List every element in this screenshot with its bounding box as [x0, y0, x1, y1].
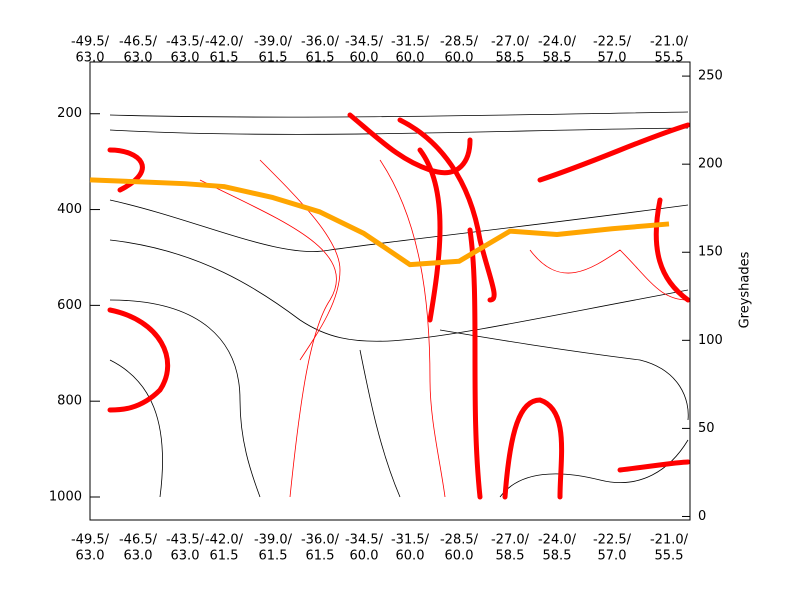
y-tick-label: 200	[57, 106, 82, 121]
y-tick-label: 1000	[49, 490, 82, 505]
contour	[109, 299, 261, 498]
x-bottom-label: -22.5/	[593, 533, 632, 548]
x-bottom-label: 60.0	[445, 549, 474, 564]
contours	[107, 111, 691, 500]
x-bottom-label: -36.0/	[301, 533, 340, 548]
x-top-label: -43.5/	[166, 35, 205, 50]
y2-tick-label: 200	[698, 157, 723, 172]
x-bottom-label: 61.5	[210, 549, 239, 564]
x-bottom-label: 63.0	[171, 549, 200, 564]
x-bottom-label: 61.5	[306, 549, 335, 564]
x-bottom-label: -27.0/	[491, 533, 530, 548]
contour	[379, 159, 446, 498]
x-bottom-label: 60.0	[396, 549, 425, 564]
x-bottom-label: 55.5	[655, 549, 684, 564]
contour	[439, 329, 689, 421]
x-top-label: -34.5/	[345, 35, 384, 50]
x-top-label: 63.0	[76, 51, 105, 66]
x-top-label: 58.5	[543, 51, 572, 66]
x-top-label: -28.5/	[440, 35, 479, 50]
x-top-label: 61.5	[259, 51, 288, 66]
x-bottom-label: 61.5	[259, 549, 288, 564]
x-bottom-label: -21.0/	[650, 533, 689, 548]
x-top-label: 57.0	[598, 51, 627, 66]
contour	[617, 459, 691, 473]
x-top-label: 60.0	[350, 51, 379, 66]
contour	[529, 249, 689, 301]
x-top-label: -24.0/	[538, 35, 577, 50]
x-top-label: 61.5	[210, 51, 239, 66]
y2-tick-label: 0	[698, 509, 706, 524]
x-top-label: 60.0	[396, 51, 425, 66]
contour	[499, 439, 689, 498]
x-top-label: -36.0/	[301, 35, 340, 50]
x-bottom-label: -43.5/	[166, 533, 205, 548]
contour	[107, 307, 171, 413]
x-top-label: 61.5	[306, 51, 335, 66]
contour	[259, 159, 341, 361]
plot-frame	[89, 61, 691, 521]
x-bottom-label: -24.0/	[538, 533, 577, 548]
contour	[109, 111, 689, 118]
x-top-label: -39.0/	[254, 35, 293, 50]
y-tick-label: 800	[57, 394, 82, 409]
contour	[199, 179, 337, 498]
x-top-label: -21.0/	[650, 35, 689, 50]
y2-tick-label: 250	[698, 69, 723, 84]
contour	[502, 397, 565, 500]
y-tick-label: 600	[57, 298, 82, 313]
x-top-label: 60.0	[445, 51, 474, 66]
contour	[109, 127, 689, 135]
contour	[109, 359, 163, 498]
x-bottom-label: 58.5	[496, 549, 525, 564]
contour	[537, 122, 691, 183]
x-bottom-label: -49.5/	[71, 533, 110, 548]
contour	[109, 239, 689, 342]
contour	[359, 349, 401, 498]
x-top-label: -49.5/	[71, 35, 110, 50]
x-bottom-label: 63.0	[124, 549, 153, 564]
x-bottom-label: -34.5/	[345, 533, 384, 548]
contour	[417, 147, 443, 323]
x-top-label: -27.0/	[491, 35, 530, 50]
y2-tick-label: 150	[698, 245, 723, 260]
x-bottom-label: -28.5/	[440, 533, 479, 548]
y2-tick-label: 100	[698, 333, 723, 348]
series-line	[89, 177, 670, 268]
y-tick-label: 400	[57, 202, 82, 217]
x-bottom-label: -46.5/	[119, 533, 158, 548]
x-top-label: 55.5	[655, 51, 684, 66]
x-top-label: 63.0	[171, 51, 200, 66]
x-bottom-label: -39.0/	[254, 533, 293, 548]
x-bottom-label: -31.5/	[391, 533, 430, 548]
contour	[467, 227, 483, 500]
x-top-label: -31.5/	[391, 35, 430, 50]
contour	[653, 197, 691, 303]
x-top-label: -22.5/	[593, 35, 632, 50]
y2-tick-label: 50	[698, 421, 715, 436]
x-top-label: 58.5	[496, 51, 525, 66]
x-bottom-label: 57.0	[598, 549, 627, 564]
x-bottom-label: 63.0	[76, 549, 105, 564]
contour	[109, 199, 689, 252]
contour	[397, 117, 497, 303]
x-top-label: 63.0	[124, 51, 153, 66]
y2-axis-label: Greyshades	[738, 251, 753, 328]
x-bottom-label: 58.5	[543, 549, 572, 564]
x-bottom-label: -42.0/	[205, 533, 244, 548]
x-bottom-label: 60.0	[350, 549, 379, 564]
x-top-label: -46.5/	[119, 35, 158, 50]
x-top-label: -42.0/	[205, 35, 244, 50]
